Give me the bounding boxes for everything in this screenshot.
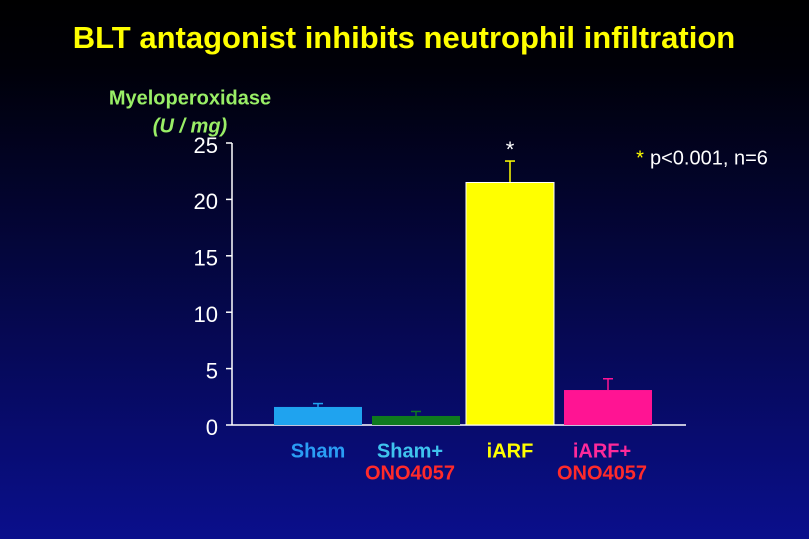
y-tick-label: 5 [206,358,218,383]
x-tick-label: ONO4057 [557,462,647,484]
y-tick-label: 0 [206,415,218,440]
bar [564,390,652,425]
bar [372,415,460,425]
significance-marker: * [506,137,515,162]
x-tick-label: iARF+ [573,440,631,462]
x-tick-label: Sham+ [377,440,443,462]
x-tick-label: ONO4057 [365,462,455,484]
y-axis-unit: (U / mg) [153,115,228,137]
chart-title: BLT antagonist inhibits neutrophil infil… [73,20,735,55]
y-tick-label: 20 [194,189,218,214]
bar [465,181,555,426]
y-tick-label: 15 [194,246,218,271]
y-tick-label: 10 [194,302,218,327]
bar [274,406,362,425]
x-tick-label: iARF [487,440,534,462]
y-axis-label: Myeloperoxidase [109,87,271,109]
annotation: p<0.001, n=6 [650,147,768,169]
annotation-marker: * [636,147,644,169]
y-tick-label: 25 [194,133,218,158]
x-tick-label: Sham [291,440,345,462]
